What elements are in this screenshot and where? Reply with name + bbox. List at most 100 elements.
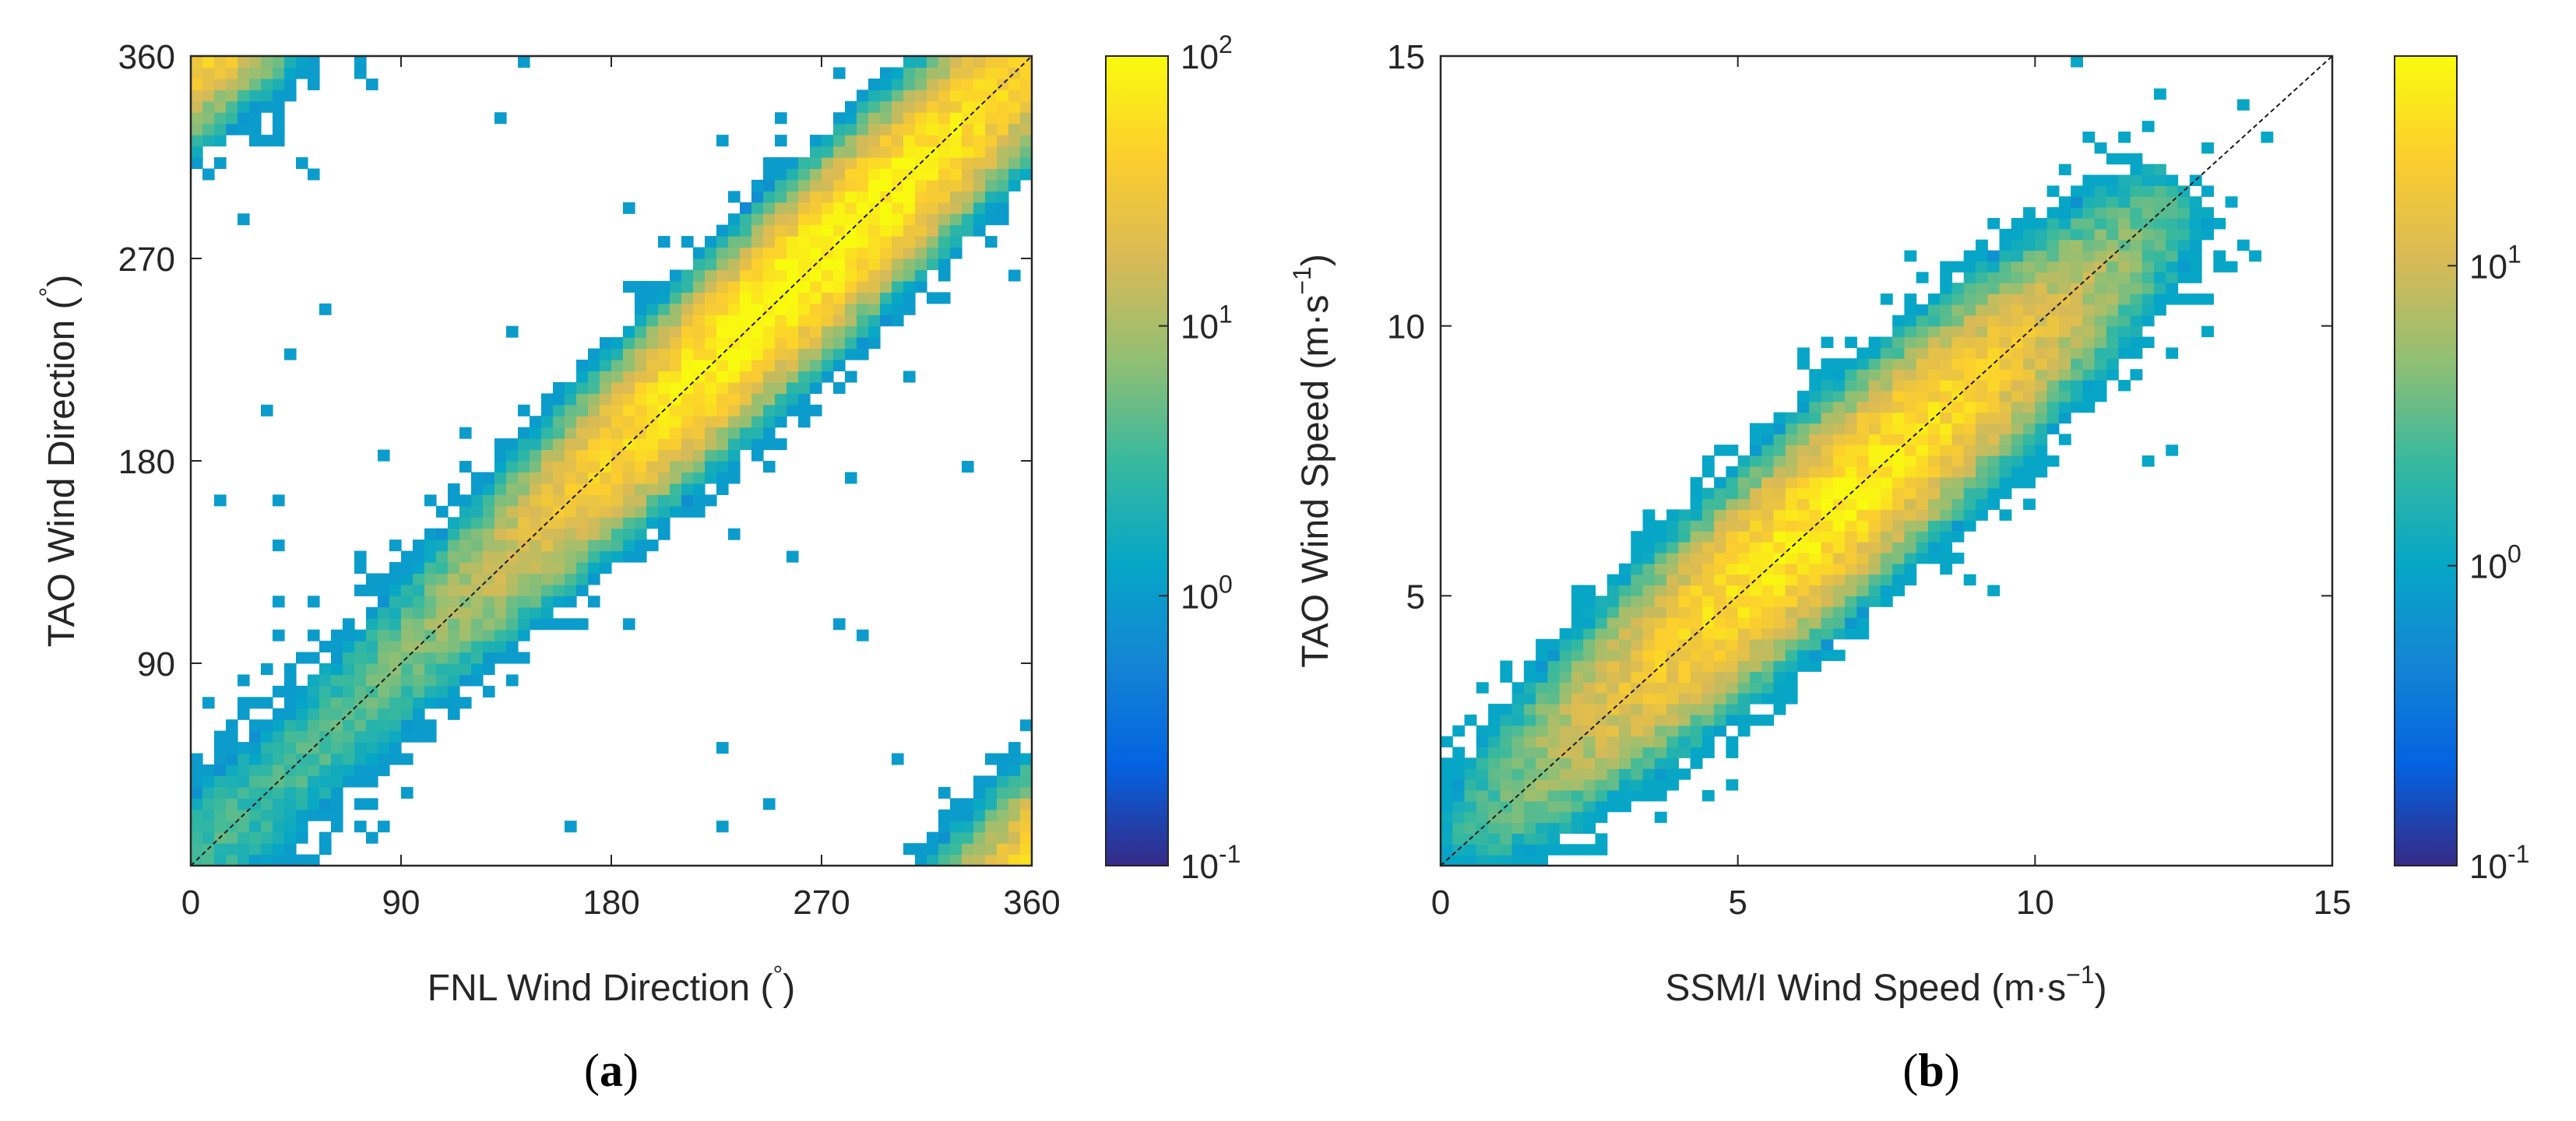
heatmap-cell bbox=[1987, 325, 2001, 338]
heatmap-cell bbox=[646, 393, 659, 406]
heatmap-cell bbox=[915, 269, 927, 282]
heatmap-cell bbox=[249, 831, 262, 844]
heatmap-cell bbox=[1976, 380, 1988, 392]
heatmap-cell bbox=[1832, 434, 1846, 445]
heatmap-cell bbox=[2141, 239, 2155, 251]
heatmap-cell bbox=[541, 573, 554, 585]
heatmap-cell bbox=[1845, 401, 1857, 413]
heatmap-cell bbox=[1976, 487, 1988, 500]
heatmap-cell bbox=[553, 472, 565, 484]
heatmap-cell bbox=[950, 224, 962, 237]
heatmap-cell bbox=[249, 697, 262, 709]
heatmap-cell bbox=[1606, 789, 1620, 802]
heatmap-cell bbox=[214, 809, 227, 821]
heatmap-cell bbox=[962, 798, 974, 810]
heatmap-cell bbox=[273, 786, 285, 799]
heatmap-cell bbox=[238, 67, 250, 79]
heatmap-cell bbox=[1571, 704, 1584, 715]
heatmap-cell bbox=[1690, 725, 1703, 737]
heatmap-cell bbox=[226, 809, 238, 821]
heatmap-cell bbox=[1963, 445, 1976, 456]
heatmap-cell bbox=[693, 438, 706, 451]
y-tick-label: 10 bbox=[1387, 308, 1425, 346]
heatmap-cell bbox=[1927, 552, 1941, 564]
heatmap-cell bbox=[1020, 798, 1032, 810]
heatmap-cell bbox=[506, 325, 519, 338]
heatmap-cell bbox=[214, 798, 227, 810]
heatmap-cell bbox=[261, 831, 273, 844]
heatmap-cell bbox=[1488, 747, 1501, 758]
heatmap-cell bbox=[530, 573, 542, 585]
heatmap-cell bbox=[1595, 682, 1608, 694]
heatmap-cell bbox=[2094, 174, 2107, 186]
heatmap-cell bbox=[2058, 315, 2071, 327]
heatmap-cell bbox=[681, 393, 694, 406]
heatmap-cell bbox=[1606, 747, 1620, 758]
heatmap-cell bbox=[1008, 775, 1021, 788]
heatmap-cell bbox=[1880, 347, 1893, 359]
heatmap-cell bbox=[646, 438, 659, 451]
heatmap-cell bbox=[2166, 218, 2179, 230]
heatmap-cell bbox=[658, 337, 670, 350]
heatmap-cell bbox=[331, 786, 343, 799]
heatmap-cell bbox=[1654, 704, 1667, 715]
heatmap-cell bbox=[1547, 714, 1561, 726]
heatmap-cell bbox=[903, 280, 916, 293]
heatmap-cell bbox=[1678, 617, 1691, 629]
heatmap-cell bbox=[238, 831, 250, 844]
heatmap-cell bbox=[1654, 542, 1667, 553]
heatmap-cell bbox=[670, 280, 682, 293]
heatmap-cell bbox=[284, 753, 297, 765]
heatmap-cell bbox=[1737, 563, 1751, 575]
heatmap-cell bbox=[1856, 531, 1870, 543]
panel-label-a: (a) bbox=[584, 1045, 639, 1096]
heatmap-cell bbox=[214, 821, 227, 833]
heatmap-cell bbox=[927, 56, 939, 69]
heatmap-cell bbox=[681, 360, 694, 372]
heatmap-cell bbox=[273, 843, 285, 856]
heatmap-cell bbox=[1619, 704, 1631, 715]
heatmap-cell bbox=[296, 157, 308, 170]
heatmap-cell bbox=[2058, 380, 2071, 392]
heatmap-cell bbox=[1583, 671, 1596, 683]
heatmap-cell bbox=[238, 674, 250, 687]
heatmap-cell bbox=[716, 315, 729, 327]
heatmap-cell bbox=[448, 494, 460, 507]
heatmap-cell bbox=[880, 157, 892, 170]
heatmap-cell bbox=[1511, 736, 1525, 748]
heatmap-cell bbox=[1452, 768, 1466, 780]
heatmap-cell bbox=[600, 348, 612, 360]
heatmap-cell bbox=[693, 483, 706, 495]
heatmap-cell bbox=[506, 641, 519, 653]
heatmap-cell bbox=[319, 753, 332, 765]
heatmap-cell bbox=[798, 168, 811, 181]
heatmap-cell bbox=[1726, 736, 1739, 748]
heatmap-cell bbox=[1441, 736, 1453, 748]
heatmap-cell bbox=[1571, 606, 1584, 618]
heatmap-cell bbox=[459, 641, 472, 653]
heatmap-cell bbox=[2071, 250, 2083, 262]
heatmap-cell bbox=[331, 742, 343, 754]
heatmap-cell bbox=[611, 416, 624, 428]
heatmap-cell bbox=[1690, 736, 1703, 748]
heatmap-cell bbox=[1606, 638, 1620, 651]
heatmap-cell bbox=[1020, 831, 1032, 844]
heatmap-cell bbox=[623, 381, 635, 394]
heatmap-cell bbox=[716, 292, 729, 304]
heatmap-cell bbox=[1020, 821, 1032, 833]
heatmap-cell bbox=[1999, 390, 2012, 402]
heatmap-cell bbox=[506, 494, 519, 507]
heatmap-cell bbox=[646, 371, 659, 383]
heatmap-cell bbox=[938, 191, 951, 203]
heatmap-cell bbox=[389, 596, 402, 608]
heatmap-cell bbox=[1583, 585, 1596, 596]
heatmap-cell bbox=[646, 449, 659, 462]
heatmap-cell bbox=[296, 67, 308, 79]
heatmap-cell bbox=[1773, 660, 1786, 672]
heatmap-cell bbox=[1856, 585, 1870, 596]
heatmap-cell bbox=[2118, 304, 2131, 316]
heatmap-cell bbox=[1583, 638, 1596, 651]
heatmap-cell bbox=[2035, 445, 2048, 456]
heatmap-cell bbox=[576, 371, 589, 383]
heatmap-cell bbox=[238, 775, 250, 788]
